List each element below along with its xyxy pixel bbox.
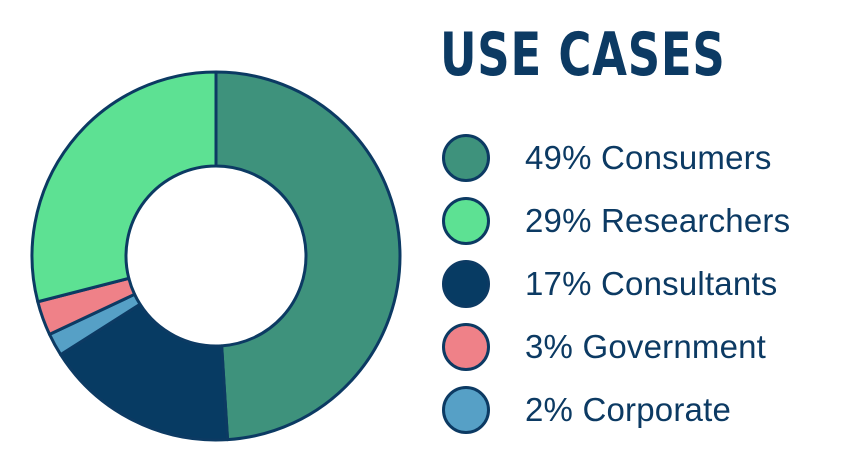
legend-label-corporate: 2% Corporate [525,390,732,428]
legend-label-consumers: 49% Consumers [525,138,772,176]
legend-swatch-government [442,322,490,371]
legend-label-consultants: 17% Consultants [525,264,778,302]
legend-item-government: 3% Government [440,315,840,378]
legend-swatch-researchers [442,196,490,245]
donut-slice-consumers [214,70,402,442]
donut-chart [30,70,402,442]
donut-slice-researchers [30,70,218,304]
legend-item-consultants: 17% Consultants [440,252,840,315]
donut-slice-consultants [59,302,230,442]
legend-item-researchers: 29% Researchers [440,189,840,252]
chart-title: USE CASES [440,20,726,90]
legend-label-researchers: 29% Researchers [525,201,791,239]
legend-item-corporate: 2% Corporate [440,378,840,441]
donut-chart-svg [30,70,402,442]
legend-swatch-corporate [442,385,490,434]
legend-label-government: 3% Government [525,327,767,365]
legend: 49% Consumers 29% Researchers 17% Consul… [440,126,840,441]
legend-swatch-consultants [442,259,490,308]
legend-item-consumers: 49% Consumers [440,126,840,189]
legend-swatch-consumers [442,133,490,182]
